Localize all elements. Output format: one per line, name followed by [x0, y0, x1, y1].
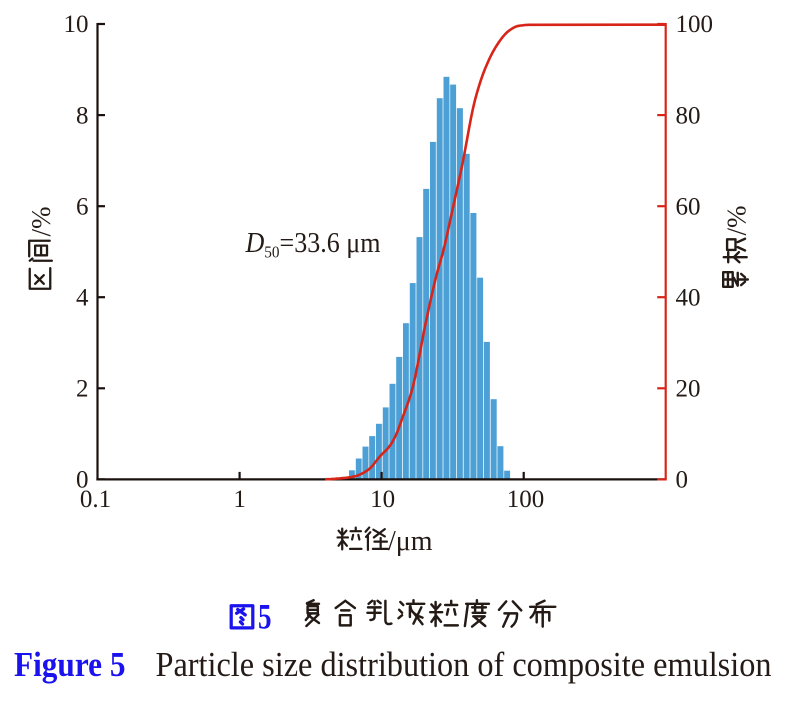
svg-text:Figure 5: Figure 5: [14, 645, 126, 684]
svg-text:0: 0: [76, 467, 89, 494]
svg-text:1: 1: [233, 486, 246, 513]
svg-text:/%: /%: [722, 206, 752, 236]
svg-text:80: 80: [676, 102, 701, 129]
svg-text:6: 6: [76, 193, 89, 220]
svg-text:40: 40: [676, 284, 701, 311]
svg-text:100: 100: [676, 11, 714, 38]
svg-text:0: 0: [676, 467, 689, 494]
svg-text:60: 60: [676, 193, 701, 220]
svg-text:10: 10: [370, 486, 395, 513]
svg-text:/%: /%: [26, 207, 56, 237]
svg-text:4: 4: [76, 284, 89, 311]
svg-text:10: 10: [64, 11, 89, 38]
svg-text:D50=33.6 μm: D50=33.6 μm: [245, 227, 381, 262]
svg-text:0.1: 0.1: [80, 486, 111, 513]
svg-text:20: 20: [676, 376, 701, 403]
svg-text:2: 2: [76, 376, 89, 403]
svg-text:100: 100: [507, 486, 545, 513]
svg-text:Particle size distribution of: Particle size distribution of composite …: [156, 646, 772, 684]
svg-text:/μm: /μm: [388, 526, 433, 557]
svg-text:8: 8: [76, 102, 89, 129]
svg-text:5: 5: [258, 597, 272, 637]
